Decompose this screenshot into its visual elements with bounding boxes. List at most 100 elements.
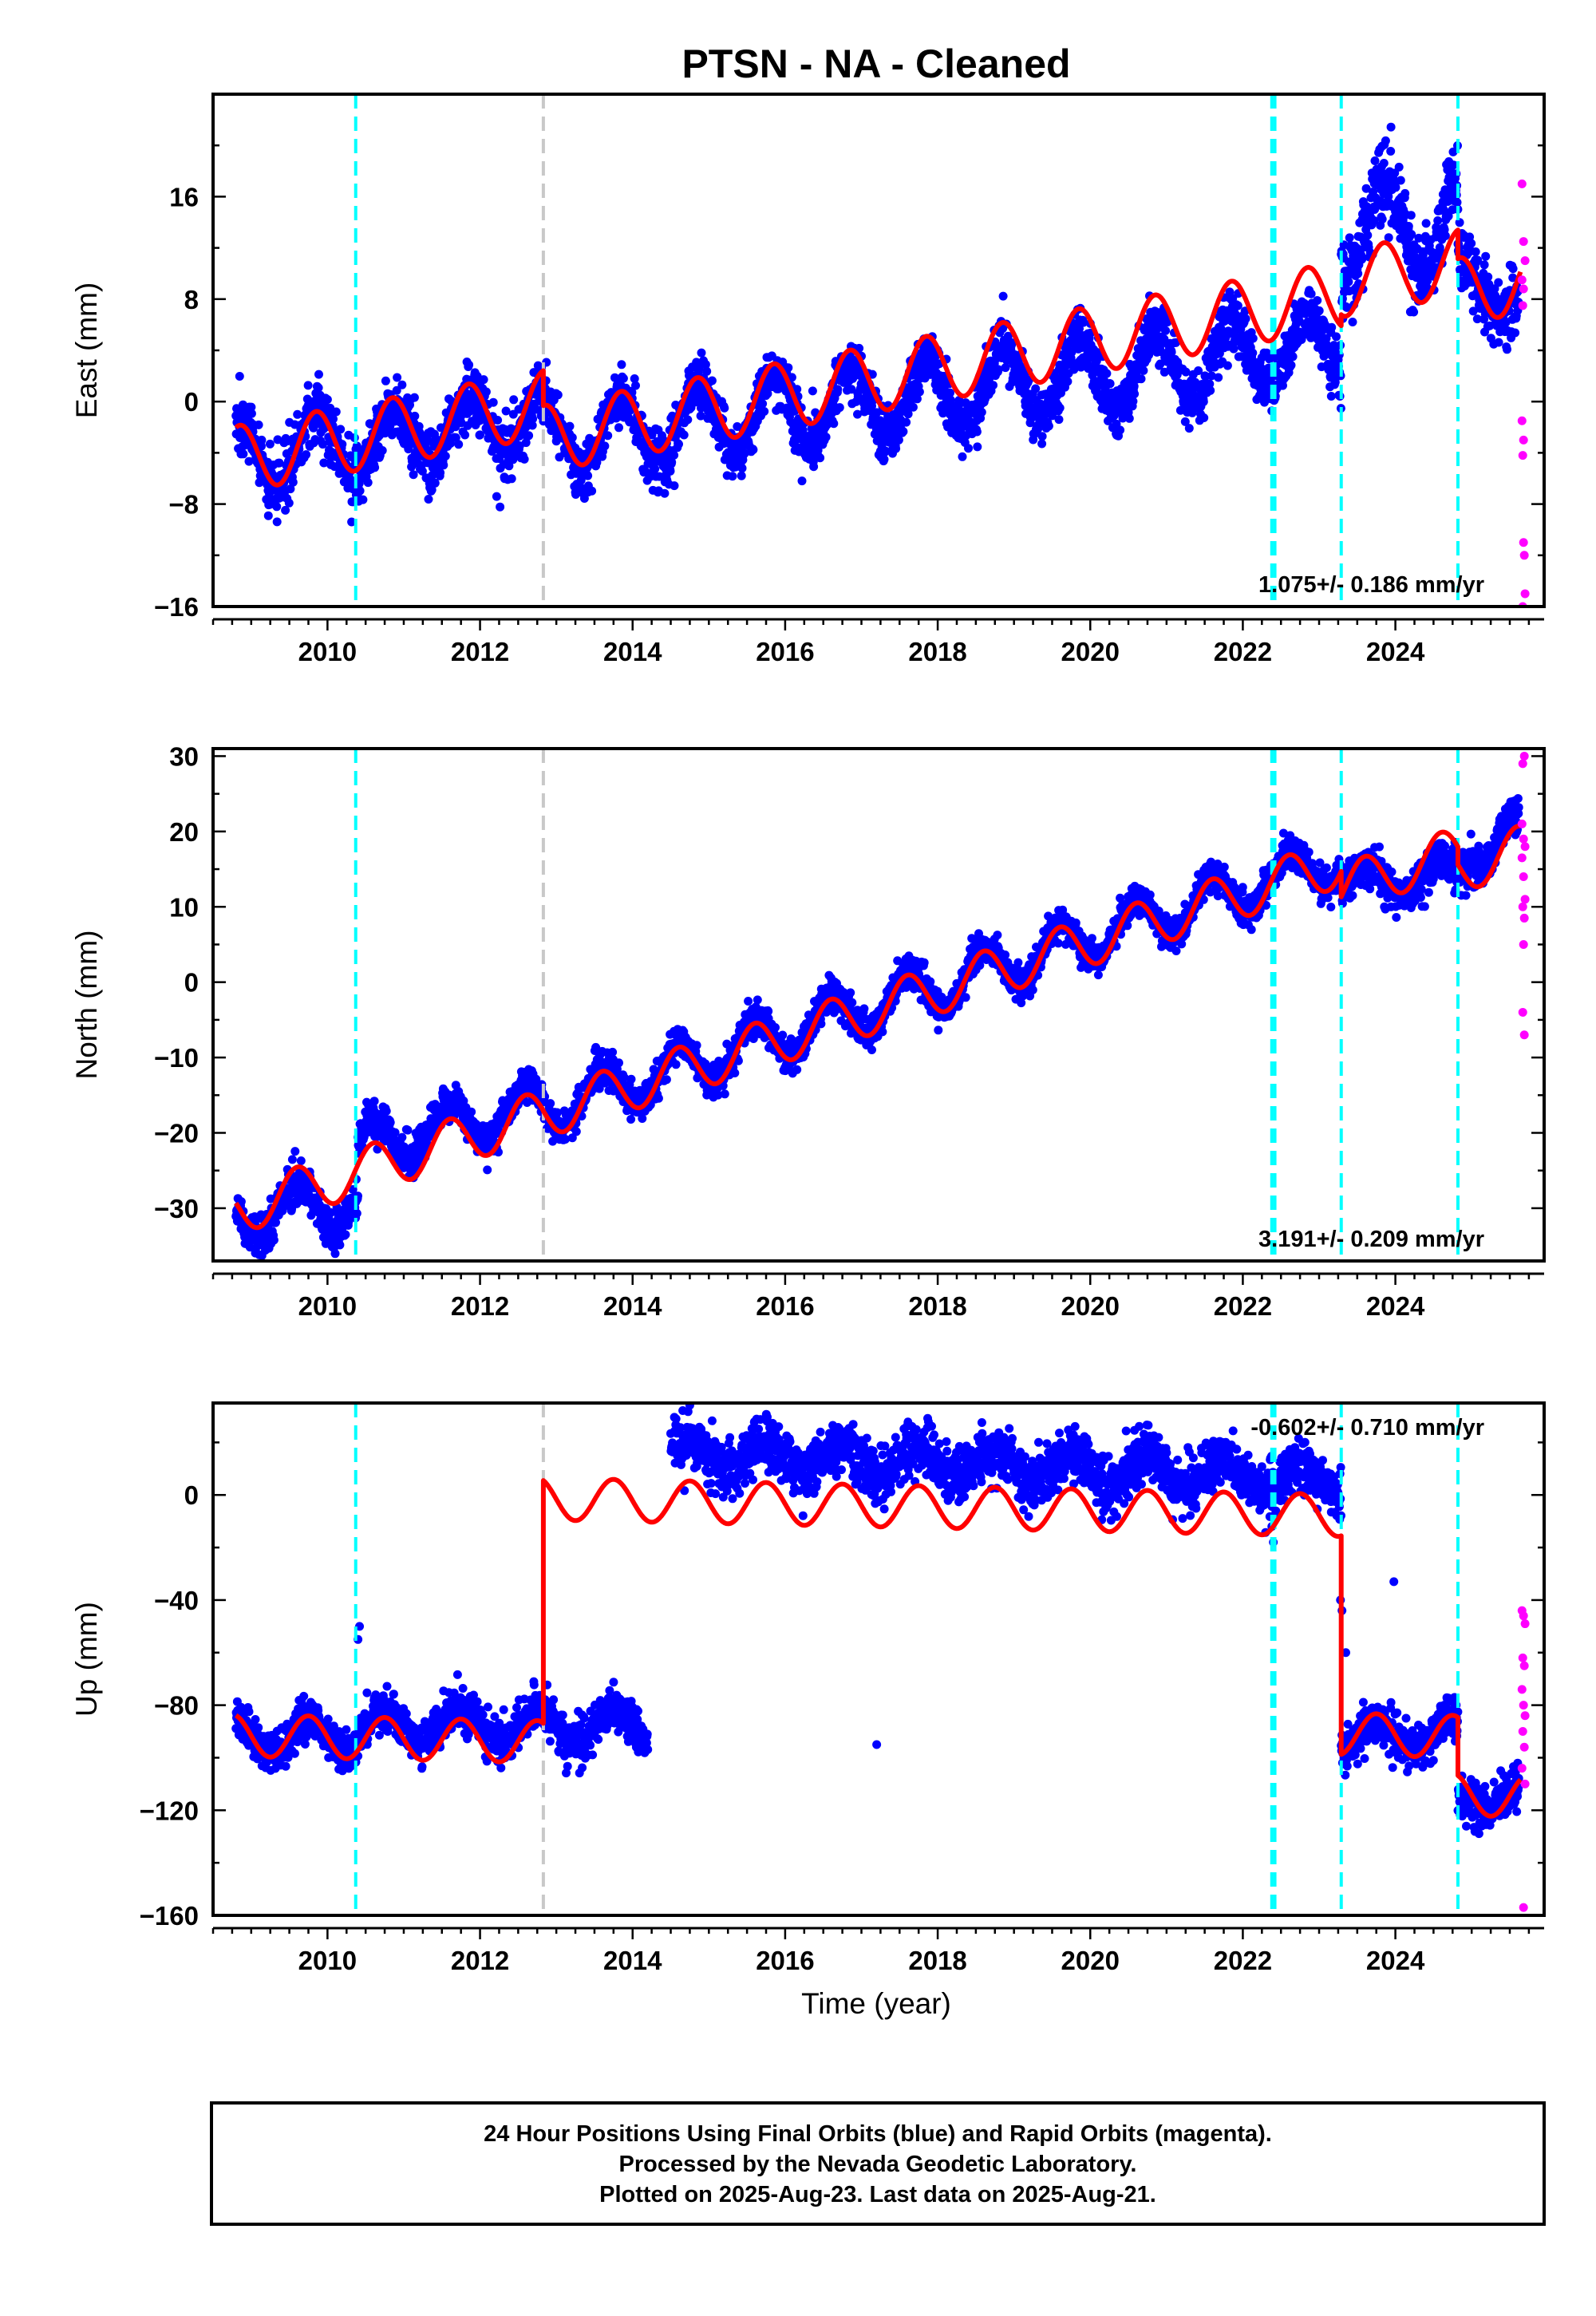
final-orbit-point	[1054, 415, 1064, 425]
final-orbit-point	[998, 291, 1008, 301]
final-orbit-point	[493, 416, 503, 425]
final-orbit-point	[496, 502, 505, 512]
x-tick-label: 2012	[451, 637, 509, 666]
final-orbit-point	[903, 409, 913, 419]
final-orbit-point	[460, 430, 470, 440]
rapid-orbit-point	[1518, 451, 1527, 460]
final-orbit-point	[303, 381, 313, 390]
rapid-orbit-point	[1519, 284, 1528, 294]
final-orbit-point	[440, 452, 450, 460]
final-orbit-point	[617, 360, 626, 370]
final-orbit-point	[1175, 405, 1185, 415]
final-orbit-point	[1433, 216, 1443, 225]
final-orbit-point	[1400, 188, 1410, 198]
final-orbit-point	[821, 433, 831, 442]
final-orbit-point	[737, 471, 746, 480]
final-orbit-point	[758, 399, 768, 409]
final-orbit-point	[335, 1240, 345, 1250]
final-orbit-point	[417, 466, 427, 476]
final-orbit-point	[436, 468, 445, 477]
rapid-orbit-point	[1520, 256, 1530, 266]
final-orbit-point	[808, 386, 817, 396]
final-orbit-point	[1314, 306, 1324, 315]
final-orbit-point	[352, 1208, 361, 1218]
x-tick-label: 2024	[1366, 637, 1425, 666]
final-orbit-point	[381, 376, 390, 385]
final-orbit-point	[1377, 215, 1387, 224]
final-orbit-point	[977, 408, 986, 417]
final-orbit-point	[833, 385, 843, 394]
final-orbit-point	[1167, 347, 1176, 357]
rapid-orbit-point	[1519, 435, 1528, 445]
y-tick-label: 16	[169, 182, 199, 211]
final-orbit-point	[989, 381, 998, 390]
final-orbit-point	[1508, 264, 1518, 274]
final-orbit-point	[749, 445, 758, 454]
final-orbit-point	[1494, 278, 1503, 287]
final-orbit-point	[760, 407, 769, 416]
final-orbit-point	[1194, 366, 1203, 375]
chart-title: PTSN - NA - Cleaned	[681, 41, 1070, 86]
final-orbit-point	[1386, 147, 1396, 156]
final-orbit-point	[1241, 314, 1250, 323]
final-orbit-point	[1409, 307, 1419, 317]
final-orbit-point	[352, 441, 361, 451]
final-orbit-point	[314, 370, 323, 379]
final-orbit-point	[257, 435, 267, 445]
final-orbit-point	[728, 472, 737, 481]
final-orbit-point	[492, 492, 501, 501]
final-orbit-point	[531, 405, 541, 414]
final-orbit-point	[454, 440, 464, 449]
final-orbit-point	[288, 477, 298, 487]
final-orbit-point	[524, 431, 534, 441]
final-orbit-point	[341, 1230, 350, 1239]
final-orbit-point	[410, 411, 420, 421]
final-orbit-point	[507, 474, 516, 484]
rapid-orbit-point	[1518, 301, 1527, 310]
final-orbit-point	[603, 431, 613, 441]
final-orbit-point	[809, 462, 819, 472]
final-orbit-point	[1031, 384, 1041, 393]
final-orbit-point	[908, 402, 918, 412]
final-orbit-point	[1199, 413, 1209, 422]
final-orbit-point	[272, 502, 282, 512]
final-orbit-point	[618, 373, 628, 383]
final-orbit-point	[667, 457, 677, 467]
final-orbit-point	[972, 427, 982, 437]
y-tick-label: −8	[168, 490, 199, 520]
final-orbit-point	[528, 414, 538, 424]
final-orbit-point	[1381, 136, 1390, 145]
final-orbit-point	[701, 360, 710, 370]
final-orbit-point	[1105, 379, 1115, 389]
final-orbit-point	[1404, 222, 1413, 231]
final-orbit-point	[235, 372, 244, 381]
final-orbit-point	[1102, 369, 1112, 378]
final-orbit-point	[1386, 122, 1396, 132]
final-orbit-point	[509, 395, 519, 405]
final-orbit-point	[481, 387, 491, 397]
final-orbit-point	[409, 393, 419, 402]
final-orbit-point	[1313, 296, 1322, 305]
final-orbit-point	[244, 456, 254, 466]
final-orbit-point	[464, 360, 474, 370]
final-orbit-point	[847, 385, 856, 394]
final-orbit-point	[1248, 348, 1258, 358]
final-orbit-point	[479, 375, 488, 385]
rapid-orbit-point	[1517, 416, 1527, 425]
final-orbit-point	[275, 458, 284, 468]
final-orbit-point	[286, 484, 295, 494]
final-orbit-point	[879, 455, 889, 464]
final-orbit-point	[467, 1107, 476, 1117]
x-tick-label: 2020	[1061, 637, 1120, 666]
final-orbit-point	[347, 517, 357, 527]
final-orbit-point	[1396, 176, 1405, 185]
final-orbit-point	[1207, 371, 1216, 381]
final-orbit-point	[696, 411, 705, 421]
final-orbit-point	[912, 394, 922, 404]
final-orbit-point	[430, 478, 440, 488]
final-orbit-point	[787, 373, 796, 382]
final-orbit-point	[835, 403, 844, 413]
x-tick-label: 2010	[298, 637, 357, 666]
final-orbit-point	[363, 478, 373, 488]
